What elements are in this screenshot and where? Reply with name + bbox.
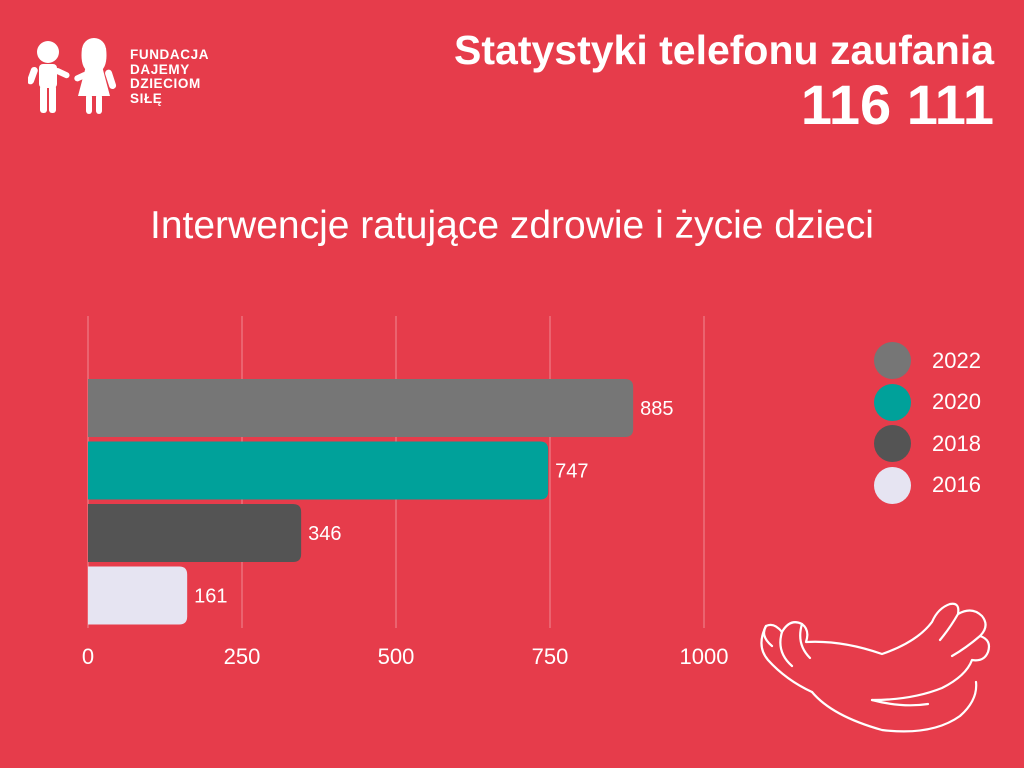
bar-2016	[88, 566, 188, 625]
legend-swatch	[874, 425, 911, 463]
legend-label: 2020	[932, 389, 981, 415]
logo-line: FUNDACJA	[130, 47, 210, 62]
data-label: 747	[555, 461, 588, 483]
chart-legend: 2022 2020 2018 2016	[874, 340, 981, 506]
title-line-1: Statystyki telefonu zaufania	[454, 27, 994, 73]
data-label: 885	[640, 398, 673, 420]
children-holding-hands-icon	[28, 38, 117, 114]
bar-2020	[88, 441, 549, 500]
logo-text: FUNDACJA DAJEMY DZIECIOM SIŁĘ	[130, 47, 210, 106]
x-tick-label: 1000	[680, 644, 729, 669]
logo: FUNDACJA DAJEMY DZIECIOM SIŁĘ	[28, 30, 209, 118]
legend-label: 2022	[932, 347, 981, 373]
logo-line: DZIECIOM	[130, 76, 201, 91]
legend-label: 2016	[932, 472, 981, 498]
legend-label: 2018	[932, 430, 981, 456]
bar-2022	[88, 379, 634, 437]
logo-line: DAJEMY	[130, 61, 190, 77]
x-tick-label: 750	[532, 644, 569, 669]
x-tick-label: 250	[224, 644, 261, 669]
legend-swatch	[874, 383, 911, 421]
title-line-2: 116 111	[800, 73, 994, 136]
data-label: 346	[308, 523, 341, 545]
logo-line: SIŁĘ	[130, 90, 163, 106]
legend-swatch	[874, 342, 911, 380]
legend-item: 2018	[874, 423, 981, 465]
legend-swatch	[874, 466, 911, 504]
legend-item: 2020	[874, 382, 981, 424]
bar-2018	[88, 504, 302, 562]
legend-item: 2016	[874, 465, 981, 507]
page-title: Statystyki telefonu zaufania 116 111	[454, 30, 994, 133]
hugging-arms-icon	[760, 602, 991, 733]
data-label: 161	[194, 586, 227, 608]
x-tick-label: 0	[82, 644, 94, 669]
x-tick-label: 500	[378, 644, 415, 669]
legend-item: 2022	[874, 340, 981, 382]
bar-chart: 0 250 500 750 1000 885 747 346 161	[82, 316, 729, 669]
chart-title: Interwencje ratujące zdrowie i życie dzi…	[150, 204, 874, 247]
